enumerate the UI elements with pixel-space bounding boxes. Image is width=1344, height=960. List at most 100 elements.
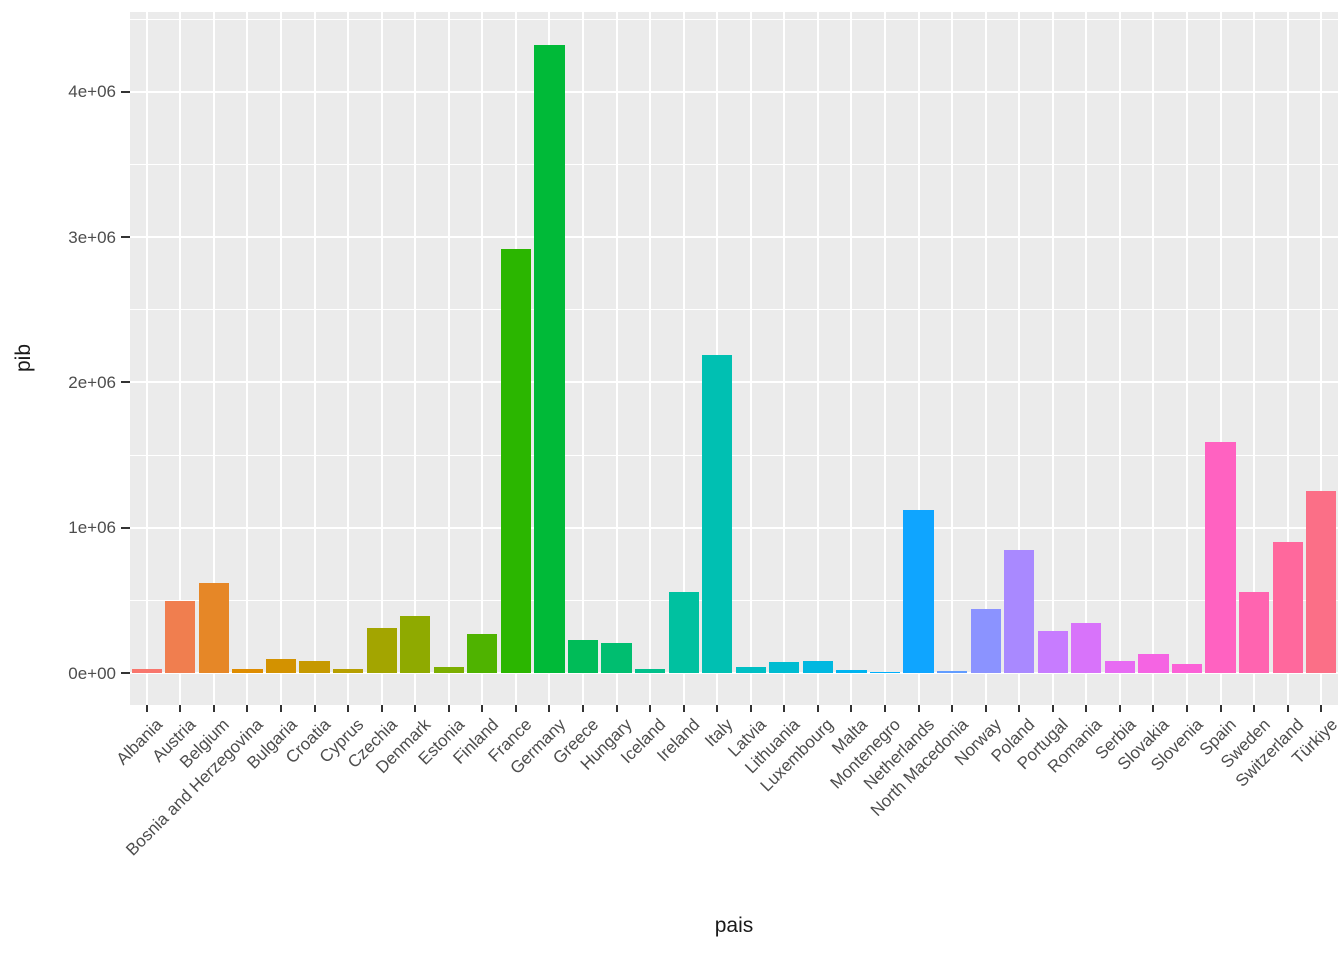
vertical-gridline <box>347 12 350 705</box>
bar-greece <box>567 639 599 674</box>
minor-gridline <box>130 599 1338 601</box>
x-axis-tick <box>582 705 584 712</box>
x-tick-label-france: France <box>484 715 536 766</box>
x-tick-label-türkiye: Türkiye <box>1287 715 1341 768</box>
bar-latvia <box>735 666 766 674</box>
bar-czechia <box>366 628 397 674</box>
x-axis-tick <box>649 705 652 712</box>
x-tick-label-croatia: Croatia <box>281 715 334 768</box>
x-axis-tick <box>984 705 987 712</box>
x-axis-tick <box>246 705 249 712</box>
vertical-gridline <box>481 12 484 705</box>
x-axis-tick <box>145 705 148 712</box>
x-axis-tick <box>1219 705 1222 712</box>
vertical-gridline <box>447 12 450 705</box>
vertical-gridline <box>1152 12 1155 705</box>
bar-belgium <box>198 582 229 674</box>
x-tick-label-cyprus: Cyprus <box>316 715 368 767</box>
x-tick-label-malta: Malta <box>828 715 871 758</box>
x-axis-tick <box>1253 705 1256 712</box>
x-axis-tick <box>179 705 182 712</box>
x-axis-tick <box>212 705 215 712</box>
x-tick-label-slovakia: Slovakia <box>1114 715 1173 774</box>
major-gridline <box>130 526 1338 529</box>
x-tick-label-bulgaria: Bulgaria <box>242 715 301 773</box>
x-tick-label-albania: Albania <box>112 715 167 769</box>
x-tick-label-spain: Spain <box>1195 715 1240 760</box>
x-axis-tick <box>884 705 886 712</box>
bar-slovakia <box>1138 654 1169 674</box>
vertical-gridline <box>649 12 652 705</box>
vertical-gridline <box>246 12 249 705</box>
vertical-gridline <box>414 12 417 705</box>
x-axis-tick <box>716 705 719 712</box>
x-tick-label-iceland: Iceland <box>617 715 670 768</box>
bar-poland <box>1004 550 1035 674</box>
bar-estonia <box>433 667 464 674</box>
x-axis-tick <box>347 705 350 712</box>
x-tick-label-austria: Austria <box>148 715 200 766</box>
vertical-gridline <box>1186 12 1188 705</box>
bar-luxembourg <box>802 661 833 674</box>
x-tick-label-luxembourg: Luxembourg <box>757 715 838 796</box>
x-tick-label-estonia: Estonia <box>414 715 469 769</box>
x-tick-label-denmark: Denmark <box>372 715 435 778</box>
bar-malta <box>836 669 867 674</box>
x-axis-tick <box>783 705 786 712</box>
y-axis-title-box: pib <box>4 12 44 705</box>
x-tick-label-norway: Norway <box>950 715 1006 770</box>
major-gridline <box>130 90 1338 93</box>
x-axis-tick <box>1186 705 1188 712</box>
vertical-gridline <box>1253 12 1256 705</box>
y-axis-tick <box>121 236 130 239</box>
vertical-gridline <box>850 12 853 705</box>
x-tick-label-latvia: Latvia <box>724 715 771 761</box>
x-tick-label-belgium: Belgium <box>176 715 234 772</box>
x-tick-label-lithuania: Lithuania <box>741 715 804 778</box>
bar-montenegro <box>869 672 901 674</box>
bar-ireland <box>668 591 699 674</box>
x-tick-label-finland: Finland <box>448 715 502 768</box>
x-axis-tick <box>380 705 383 712</box>
major-gridline <box>130 236 1338 239</box>
bar-bulgaria <box>265 658 297 674</box>
x-tick-label-czechia: Czechia <box>344 715 402 772</box>
bar-denmark <box>400 616 431 674</box>
bar-romania <box>1071 622 1102 674</box>
vertical-gridline <box>313 12 316 705</box>
x-tick-label-sweden: Sweden <box>1216 715 1274 772</box>
bar-cyprus <box>333 668 364 674</box>
x-axis-tick <box>1320 705 1323 712</box>
x-axis-tick <box>917 705 920 712</box>
bar-portugal <box>1037 630 1068 674</box>
bar-switzerland <box>1272 542 1303 674</box>
x-axis-tick <box>1152 705 1155 712</box>
vertical-gridline <box>1320 12 1323 705</box>
x-tick-label-netherlands: Netherlands <box>859 715 938 794</box>
bar-north-macedonia <box>937 671 968 674</box>
y-axis-tick <box>121 526 130 529</box>
bar-spain <box>1205 442 1236 674</box>
vertical-gridline <box>682 12 685 705</box>
x-axis-tick <box>548 705 551 712</box>
vertical-gridline <box>884 12 886 705</box>
vertical-gridline <box>984 12 987 705</box>
y-axis-title: pib <box>12 344 35 373</box>
x-tick-label-portugal: Portugal <box>1014 715 1073 774</box>
vertical-gridline <box>1085 12 1088 705</box>
bar-sweden <box>1239 592 1270 674</box>
bar-hungary <box>601 643 632 674</box>
y-axis-tick <box>121 90 130 93</box>
x-tick-label-switzerland: Switzerland <box>1231 715 1308 791</box>
vertical-gridline <box>1051 12 1054 705</box>
y-axis-tick <box>121 672 130 675</box>
minor-gridline <box>130 18 1338 20</box>
x-tick-label-ireland: Ireland <box>652 715 704 766</box>
vertical-gridline <box>1118 12 1121 705</box>
bar-türkiye <box>1306 491 1337 674</box>
x-axis-tick <box>615 705 618 712</box>
major-gridline <box>130 381 1338 384</box>
x-axis-tick <box>1018 705 1021 712</box>
vertical-gridline <box>783 12 786 705</box>
bar-serbia <box>1104 661 1135 674</box>
